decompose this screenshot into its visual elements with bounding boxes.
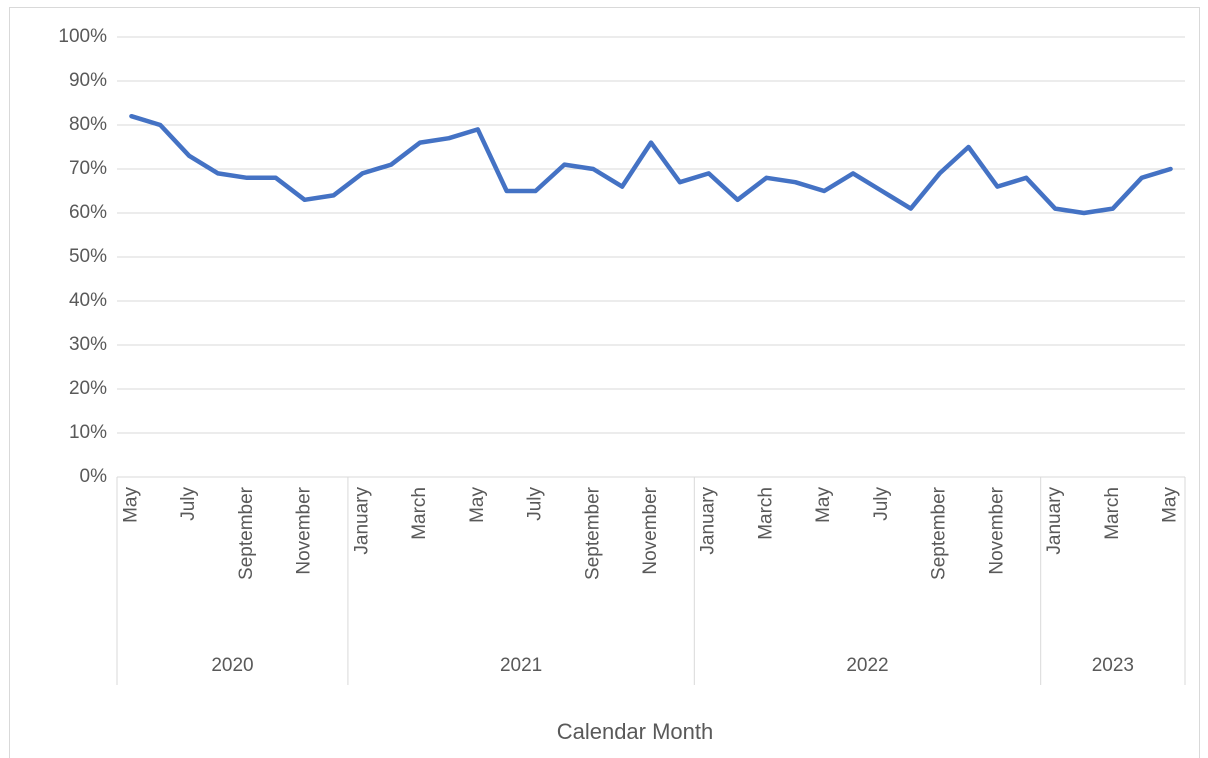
x-tick-label: March bbox=[409, 487, 430, 540]
y-tick-label: 70% bbox=[69, 158, 107, 179]
x-tick-label: November bbox=[294, 486, 315, 574]
x-tick-label: November bbox=[986, 486, 1007, 574]
x-axis-title: Calendar Month bbox=[557, 719, 714, 744]
x-tick-label: January bbox=[1044, 487, 1065, 555]
y-tick-label: 30% bbox=[69, 334, 107, 355]
y-tick-label: 10% bbox=[69, 422, 107, 443]
x-tick-label: September bbox=[582, 486, 603, 580]
x-tick-label: March bbox=[755, 487, 776, 540]
chart-border bbox=[9, 7, 1200, 758]
x-tick-label: July bbox=[871, 487, 892, 521]
group-label: 2022 bbox=[846, 655, 888, 676]
y-tick-label: 40% bbox=[69, 290, 107, 311]
group-label: 2020 bbox=[211, 655, 253, 676]
y-tick-label: 60% bbox=[69, 202, 107, 223]
x-tick-label: July bbox=[178, 487, 199, 521]
group-label: 2021 bbox=[500, 655, 542, 676]
y-tick-label: 50% bbox=[69, 246, 107, 267]
group-label: 2023 bbox=[1092, 655, 1134, 676]
x-tick-label: September bbox=[929, 486, 950, 580]
x-tick-label: November bbox=[640, 486, 661, 574]
x-tick-label: May bbox=[813, 487, 834, 523]
y-tick-label: 80% bbox=[69, 114, 107, 135]
x-tick-label: May bbox=[467, 487, 488, 523]
x-tick-label: March bbox=[1102, 487, 1123, 540]
x-tick-label: July bbox=[525, 487, 546, 521]
y-tick-label: 90% bbox=[69, 70, 107, 91]
y-tick-label: 20% bbox=[69, 378, 107, 399]
data-line bbox=[129, 113, 1173, 216]
x-tick-label: January bbox=[698, 487, 719, 555]
x-tick-label: May bbox=[1160, 487, 1181, 523]
x-tick-label: May bbox=[120, 487, 141, 523]
x-tick-label: September bbox=[236, 486, 257, 580]
y-tick-label: 0% bbox=[80, 466, 108, 487]
x-tick-label: January bbox=[351, 487, 372, 555]
y-tick-label: 100% bbox=[58, 26, 107, 47]
